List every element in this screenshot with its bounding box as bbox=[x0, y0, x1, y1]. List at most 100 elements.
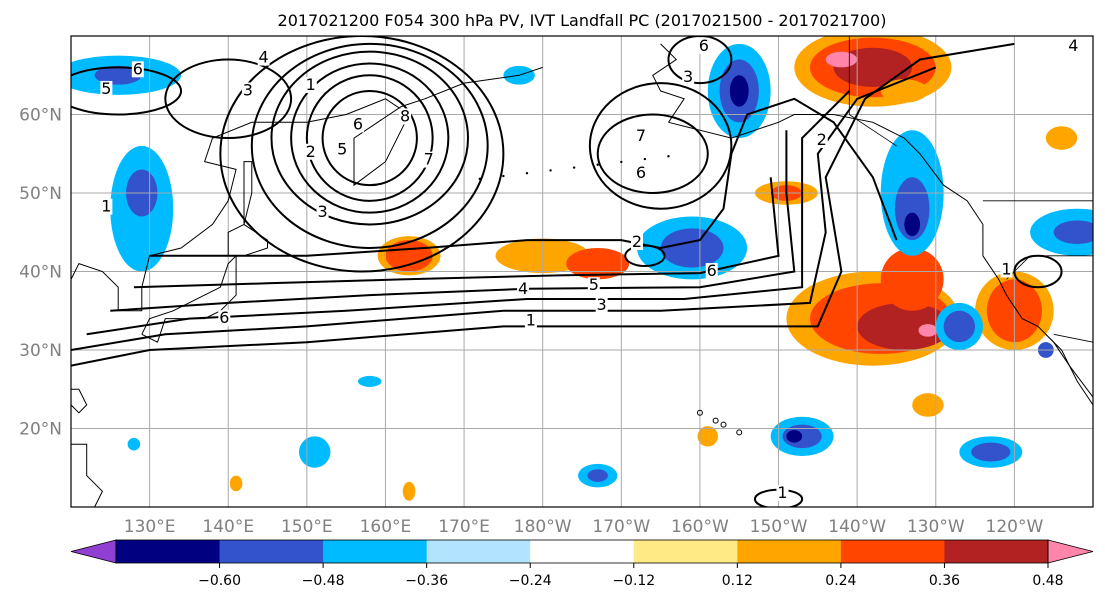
contour-label-bg bbox=[422, 151, 435, 168]
contour-label-bg bbox=[682, 69, 695, 86]
contour-label: 4 bbox=[518, 279, 528, 298]
contour-label-bg bbox=[634, 164, 647, 181]
contour-label: 5 bbox=[337, 139, 347, 158]
contour-label-bg bbox=[304, 77, 317, 94]
longitude-label: 170°W bbox=[592, 517, 650, 537]
contour-label-bg bbox=[241, 82, 254, 99]
contour-label-bg bbox=[336, 141, 349, 158]
contour-label: 6 bbox=[699, 36, 709, 55]
contour-label-bg bbox=[257, 49, 270, 66]
latitude-labels: 20°N 30°N 40°N 50°N 60°N bbox=[19, 106, 62, 440]
contour-label: 5 bbox=[101, 79, 111, 98]
contour-label-bg bbox=[595, 296, 608, 313]
contour-label: 6 bbox=[353, 114, 363, 133]
contour-label: 2 bbox=[632, 232, 642, 251]
colorbar-tick-label: −0.24 bbox=[509, 573, 552, 589]
contour-label-bg bbox=[100, 80, 113, 97]
colorbar: −0.60 −0.48 −0.36 −0.24 −0.12 0.12 0.24 0.36 0.4… bbox=[70, 539, 1094, 589]
contour-label: 2 bbox=[817, 130, 827, 149]
contour-label: 4 bbox=[259, 48, 269, 67]
contour-label: 6 bbox=[133, 59, 143, 78]
contour-label-bg bbox=[776, 485, 789, 502]
contour-label: 2 bbox=[306, 142, 316, 161]
latitude-label: 50°N bbox=[19, 184, 62, 204]
colorbar-segment bbox=[840, 540, 945, 563]
contour-label: 3 bbox=[317, 202, 327, 221]
contour-label: 1 bbox=[777, 483, 787, 502]
longitude-label: 180°W bbox=[514, 517, 572, 537]
colorbar-tick-label: −0.48 bbox=[302, 573, 345, 589]
colorbar-tick-label: −0.36 bbox=[405, 573, 448, 589]
contour-label-bg bbox=[304, 143, 317, 160]
longitude-label: 160°E bbox=[360, 517, 412, 537]
longitude-label: 170°E bbox=[438, 517, 490, 537]
colorbar-tick-label: 0.24 bbox=[825, 573, 856, 589]
colorbar-segment bbox=[323, 540, 428, 563]
longitude-label: 140°W bbox=[828, 517, 886, 537]
contour-label-bg bbox=[815, 131, 828, 148]
map-frame bbox=[70, 35, 1094, 508]
contour-label-bg bbox=[587, 277, 600, 294]
colorbar-tick-label: −0.60 bbox=[198, 573, 241, 589]
contour-label: 3 bbox=[683, 67, 693, 86]
graticule bbox=[71, 36, 1093, 507]
colorbar-frame bbox=[115, 539, 1049, 564]
contour-label-bg bbox=[100, 198, 113, 215]
colorbar-extend-low bbox=[70, 539, 117, 564]
contour-label: 3 bbox=[243, 81, 253, 100]
contour-label: 6 bbox=[219, 308, 229, 327]
contour-label: 6 bbox=[636, 163, 646, 182]
longitude-label: 150°E bbox=[281, 517, 333, 537]
colorbar-segment bbox=[116, 540, 221, 563]
longitude-label: 160°W bbox=[671, 517, 729, 537]
longitude-label: 140°E bbox=[202, 517, 254, 537]
contour-label-bg bbox=[351, 116, 364, 133]
contour-label-bg bbox=[697, 37, 710, 54]
contour-label: 7 bbox=[636, 126, 646, 145]
contour-label-bg bbox=[316, 204, 329, 221]
colorbar-tick-label: 0.12 bbox=[722, 573, 753, 589]
contour-label: 8 bbox=[400, 106, 410, 125]
contour-label: 7 bbox=[424, 150, 434, 169]
colorbar-tick-label: 0.36 bbox=[929, 573, 960, 589]
contour-label-bg bbox=[634, 128, 647, 145]
latitude-label: 20°N bbox=[19, 420, 62, 440]
contour-label-bg bbox=[705, 263, 718, 280]
ivt-shading bbox=[71, 36, 1093, 501]
map-title: 2017021200 F054 300 hPa PV, IVT Landfall… bbox=[278, 11, 887, 30]
contour-label-bg bbox=[517, 281, 530, 298]
colorbar-extend-high bbox=[1047, 539, 1094, 564]
colorbar-segment bbox=[426, 540, 531, 563]
colorbar-segment bbox=[219, 540, 324, 563]
latitude-label: 60°N bbox=[19, 106, 62, 126]
contour-label: 5 bbox=[589, 275, 599, 294]
contour-label-bg bbox=[218, 310, 231, 327]
colorbar-tick-label: −0.12 bbox=[612, 573, 655, 589]
longitude-label: 120°W bbox=[986, 517, 1044, 537]
colorbar-segment bbox=[944, 540, 1049, 563]
colorbar-segment bbox=[633, 540, 738, 563]
pv-contours bbox=[71, 36, 1063, 507]
contour-label: 1 bbox=[306, 75, 316, 94]
contour-label-bg bbox=[524, 312, 537, 329]
latitude-label: 30°N bbox=[19, 341, 62, 361]
latitude-label: 40°N bbox=[19, 263, 62, 283]
longitude-label: 130°E bbox=[124, 517, 176, 537]
longitude-label: 150°W bbox=[750, 517, 808, 537]
contour-label: 4 bbox=[1068, 36, 1078, 55]
longitude-labels: 130°E 140°E 150°E 160°E 170°E 180°W 170°W 160°W… bbox=[124, 517, 1044, 537]
contour-label-bg bbox=[1067, 37, 1080, 54]
contour-label-bg bbox=[631, 234, 644, 251]
longitude-label: 130°W bbox=[907, 517, 965, 537]
contour-label-bg bbox=[131, 61, 144, 78]
contour-label-bg bbox=[399, 108, 412, 125]
colorbar-tick-label: 0.48 bbox=[1032, 573, 1063, 589]
contour-label: 1 bbox=[1001, 260, 1011, 279]
contour-label: 1 bbox=[526, 311, 536, 330]
colorbar-segment bbox=[737, 540, 842, 563]
contour-label-bg bbox=[1000, 261, 1013, 278]
